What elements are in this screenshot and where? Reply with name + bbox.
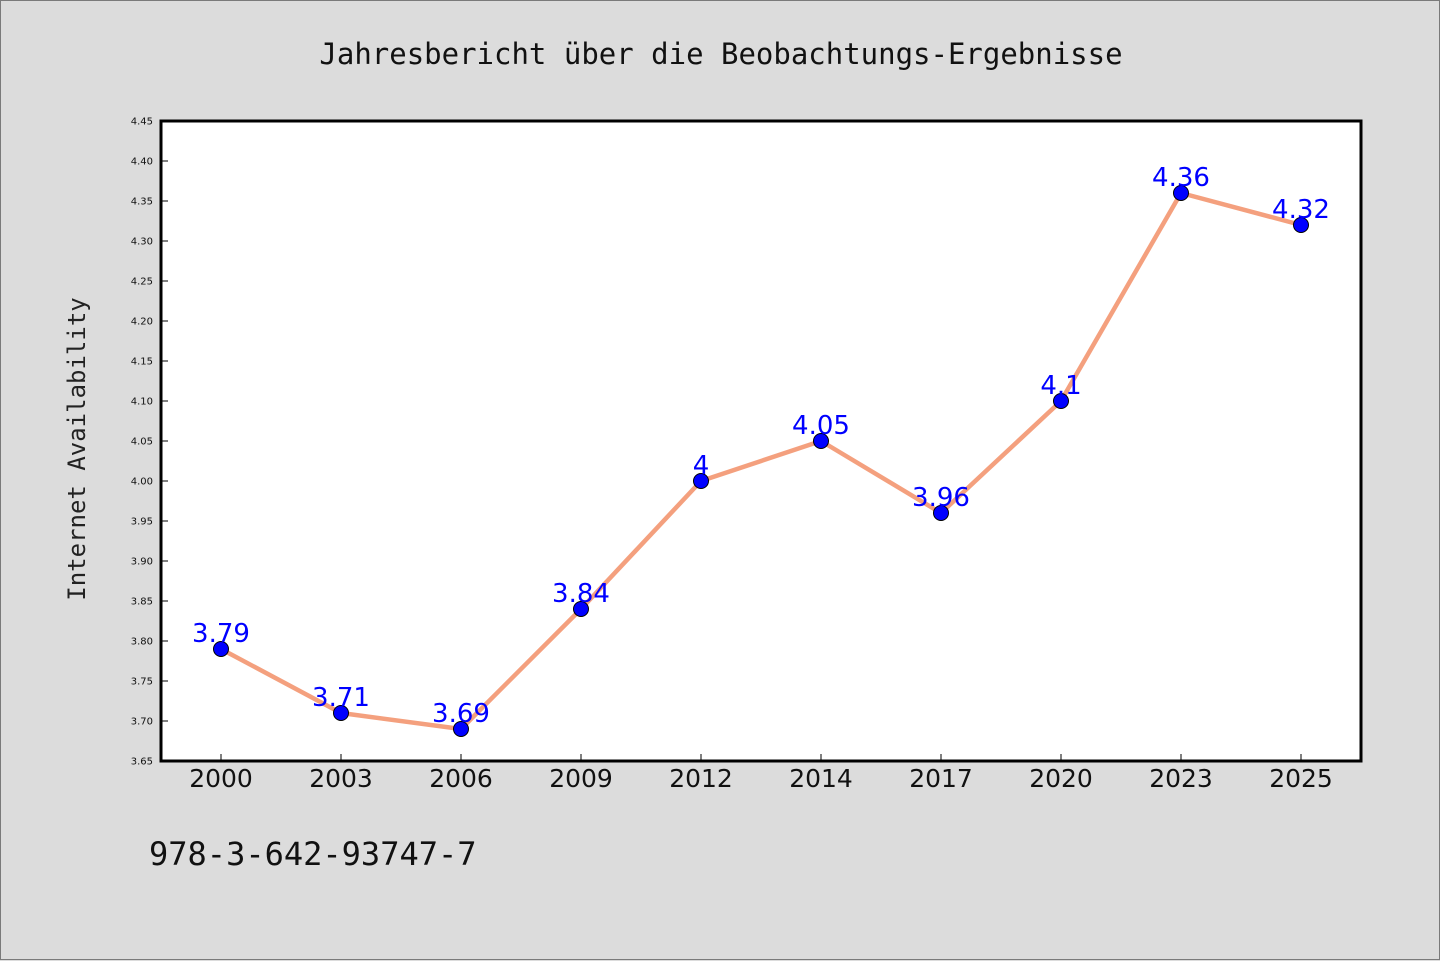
data-point-marker <box>813 433 829 449</box>
data-label: 4 <box>693 451 710 481</box>
marker-layer <box>213 185 1309 737</box>
y-tick-label: 4.00 <box>131 477 153 488</box>
y-tick-label: 3.65 <box>131 757 153 768</box>
data-label: 4.32 <box>1272 195 1330 225</box>
x-tick-label: 2006 <box>429 764 493 793</box>
data-point-marker <box>933 505 949 521</box>
data-point-marker <box>1173 185 1189 201</box>
data-label: 4.05 <box>792 411 850 441</box>
x-tick-label: 2017 <box>909 764 973 793</box>
y-tick-label: 4.25 <box>131 277 153 288</box>
series-line-layer <box>218 190 1304 732</box>
data-point-marker <box>573 601 589 617</box>
y-tick-label: 4.40 <box>131 157 153 168</box>
x-tick-label: 2003 <box>309 764 373 793</box>
y-axis: 3.65 3.70 3.75 3.80 3.85 3.90 3.95 4.00 4.05 4.10… <box>131 117 168 768</box>
y-tick-label: 4.05 <box>131 437 153 448</box>
data-point-marker <box>1293 217 1309 233</box>
data-point-marker <box>693 473 709 489</box>
data-label: 4.36 <box>1152 163 1210 193</box>
chart-title: Jahresbericht über die Beobachtungs-Erge… <box>319 37 1122 71</box>
plot-area <box>161 121 1361 761</box>
y-tick-label: 4.15 <box>131 357 153 368</box>
y-tick-label: 3.80 <box>131 637 153 648</box>
data-label: 3.79 <box>192 619 250 649</box>
x-tick-label: 2020 <box>1029 764 1093 793</box>
footer-isbn: 978-3-642-93747-7 <box>149 835 477 873</box>
x-tick-label: 2014 <box>789 764 853 793</box>
data-point-marker <box>333 705 349 721</box>
data-label: 3.96 <box>912 483 970 513</box>
data-label: 3.71 <box>312 683 370 713</box>
data-label: 3.84 <box>552 579 610 609</box>
x-tick-label: 2000 <box>189 764 253 793</box>
y-tick-label: 3.85 <box>131 597 153 608</box>
data-label: 3.69 <box>432 699 490 729</box>
y-tick-label: 4.20 <box>131 317 153 328</box>
data-point-marker <box>1053 393 1069 409</box>
y-tick-label: 4.30 <box>131 237 153 248</box>
x-tick-label: 2012 <box>669 764 733 793</box>
y-tick-label: 3.70 <box>131 717 153 728</box>
data-label-layer: 3.79 3.71 3.69 3.84 4 4.05 3.96 4.1 4.36 4.32 <box>192 163 1330 729</box>
data-point-marker <box>213 641 229 657</box>
y-tick-label: 4.45 <box>131 117 153 128</box>
y-axis-label: Internet Availability <box>63 297 91 600</box>
x-axis: 2000 2003 2006 2009 2012 2014 2017 2020 2023 2025 <box>189 754 1333 793</box>
data-label: 4.1 <box>1040 371 1081 401</box>
x-tick-label: 2023 <box>1149 764 1213 793</box>
y-tick-label: 4.35 <box>131 197 153 208</box>
plot-border <box>159 119 1363 763</box>
data-point-marker <box>453 721 469 737</box>
y-tick-label: 3.95 <box>131 517 153 528</box>
x-tick-label: 2025 <box>1269 764 1333 793</box>
y-tick-label: 3.75 <box>131 677 153 688</box>
y-tick-label: 4.10 <box>131 397 153 408</box>
y-tick-label: 3.90 <box>131 557 153 568</box>
x-tick-label: 2009 <box>549 764 613 793</box>
series-line <box>218 190 1304 732</box>
